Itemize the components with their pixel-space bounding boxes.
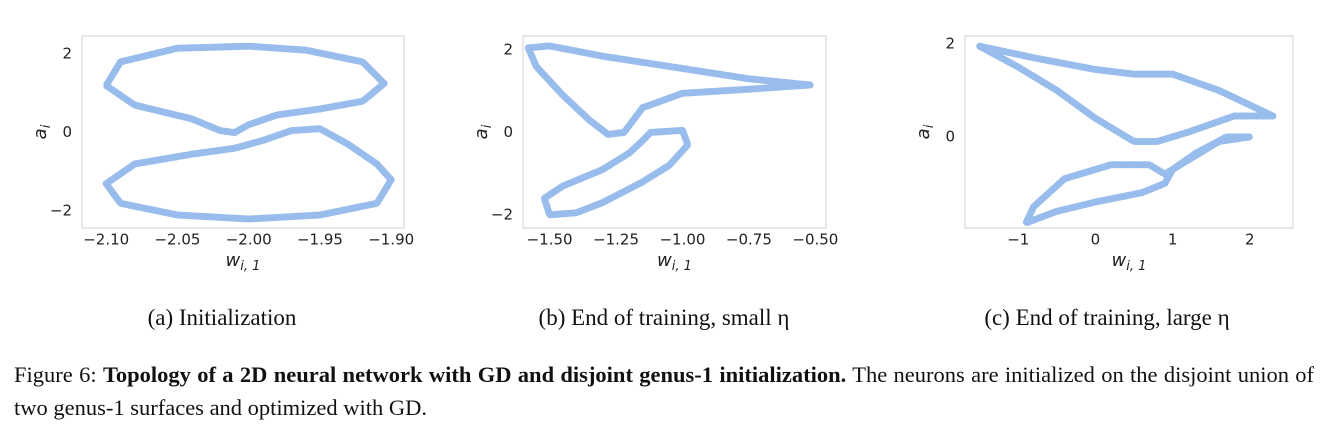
y-axis-label-main: a: [913, 128, 934, 139]
point-curve: [1022, 133, 1254, 227]
x-tick-label: −1.25: [593, 231, 639, 249]
x-tick-label: −0.50: [792, 231, 838, 249]
plot-frame: [964, 35, 1294, 229]
y-tick-label: 2: [503, 41, 513, 59]
x-axis-label: wi, 1: [657, 250, 692, 274]
caption-label: Figure 6:: [14, 362, 97, 387]
x-tick-label: −2.05: [154, 231, 200, 249]
point-curve: [102, 42, 388, 137]
x-axis-label: wi, 1: [226, 250, 261, 274]
y-tick-label: 0: [503, 123, 513, 141]
caption: Figure 6: Topology of a 2D neural networ…: [14, 358, 1314, 424]
x-tick-label: 2: [1245, 231, 1255, 249]
x-axis-label: wi, 1: [1112, 250, 1147, 274]
point-curve: [976, 42, 1277, 145]
subcaption: (b) End of training, small η: [539, 305, 790, 330]
caption-text: The neurons are initialized on the disjo…: [14, 362, 1315, 420]
x-axis-label-main: w: [226, 250, 241, 271]
subcaption: (a) Initialization: [148, 305, 297, 330]
x-tick-label: −2.10: [83, 231, 129, 249]
x-tick-label: −2.00: [226, 231, 272, 249]
x-axis-label-main: w: [657, 250, 672, 271]
y-axis-label-main: a: [471, 128, 492, 139]
x-tick-label: −1: [1007, 231, 1029, 249]
plot-frame: [522, 35, 827, 229]
y-axis-label: ai: [30, 124, 54, 139]
x-axis-label-sub: i, 1: [240, 259, 260, 274]
x-tick-label: −1.95: [297, 231, 343, 249]
x-tick-label: −1.50: [527, 231, 573, 249]
subcaption: (c) End of training, large η: [984, 305, 1229, 330]
y-tick-label: 2: [62, 45, 72, 63]
y-tick-label: −2: [50, 202, 72, 220]
y-axis-label: ai: [471, 124, 495, 139]
y-axis-label-main: a: [30, 128, 51, 139]
y-axis-label-sub: i: [39, 124, 54, 128]
point-curve: [540, 126, 692, 219]
plot-frame: [81, 35, 405, 229]
point-curve: [524, 42, 814, 138]
x-tick-label: 1: [1168, 231, 1178, 249]
x-axis-label-sub: i, 1: [1126, 259, 1146, 274]
x-axis-label-sub: i, 1: [672, 259, 692, 274]
x-tick-label: −1.90: [368, 231, 414, 249]
y-tick-label: 0: [62, 123, 72, 141]
y-tick-label: 0: [945, 127, 955, 145]
x-tick-label: −1.00: [659, 231, 705, 249]
y-axis-label-sub: i: [922, 124, 937, 128]
y-axis-label-sub: i: [480, 124, 495, 128]
caption-bold: Topology of a 2D neural network with GD …: [102, 362, 847, 387]
y-tick-label: −2: [491, 205, 513, 223]
x-axis-label-main: w: [1112, 250, 1127, 271]
x-tick-label: 0: [1091, 231, 1101, 249]
y-axis-label: ai: [913, 124, 937, 139]
point-curve: [102, 125, 395, 223]
y-tick-label: 2: [945, 34, 955, 52]
x-tick-label: −0.75: [726, 231, 772, 249]
